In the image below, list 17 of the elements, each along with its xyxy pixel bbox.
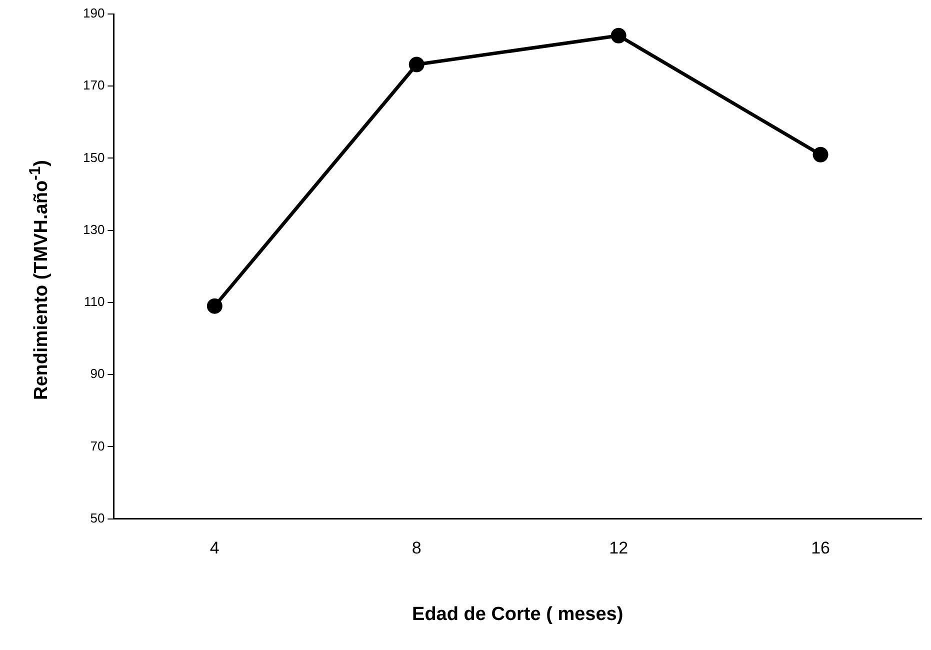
point bbox=[610, 28, 626, 44]
x-tick-label: 8 bbox=[412, 538, 422, 558]
y-tick-label: 70 bbox=[90, 438, 105, 454]
y-tick-label: 90 bbox=[90, 366, 105, 382]
y-tick-label: 170 bbox=[82, 78, 105, 93]
y-tick-label: 150 bbox=[82, 150, 105, 165]
point bbox=[812, 146, 828, 162]
point bbox=[206, 298, 222, 314]
x-tick-label: 16 bbox=[811, 538, 830, 558]
y-tick-label: 190 bbox=[82, 6, 105, 21]
x-tick-label: 4 bbox=[210, 538, 220, 558]
x-axis-title: Edad de Corte ( meses) bbox=[412, 604, 624, 625]
y-tick-label: 130 bbox=[82, 222, 105, 237]
y-tick-label: 50 bbox=[90, 510, 105, 526]
point bbox=[408, 56, 424, 72]
x-tick-label: 12 bbox=[609, 538, 628, 558]
y-tick-label: 110 bbox=[84, 294, 105, 310]
